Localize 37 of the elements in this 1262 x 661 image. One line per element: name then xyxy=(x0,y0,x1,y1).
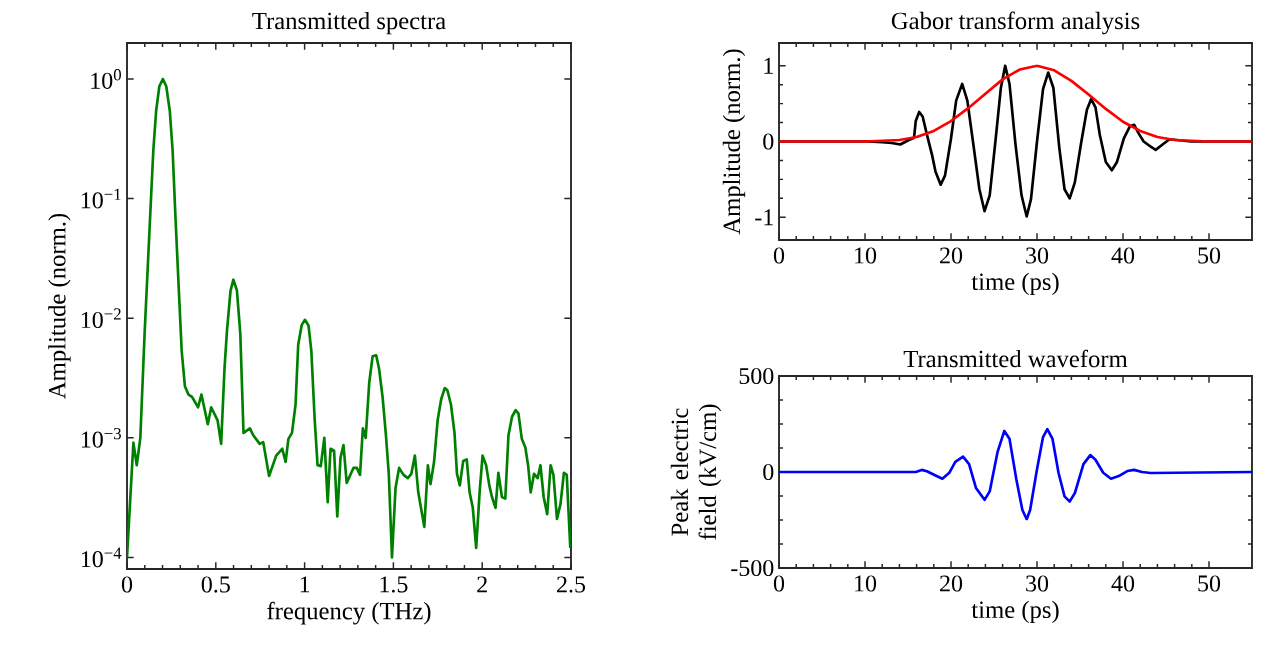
y-tick-label: 0 xyxy=(763,133,774,150)
y-tick-label: 0 xyxy=(763,463,774,481)
x-tick-label: 30 xyxy=(1026,247,1049,264)
x-tick-label: 10 xyxy=(855,575,877,592)
x-tick-label: 0.5 xyxy=(201,576,230,593)
x-tick-label: 20 xyxy=(940,575,963,592)
x-axis-title: frequency (THz) xyxy=(267,601,431,625)
chart-title: Transmitted spectra xyxy=(252,11,446,35)
x-tick-label: 50 xyxy=(1198,575,1221,592)
x-tick-label: 50 xyxy=(1198,247,1221,264)
y-tick-label: 10$^{−2}$ xyxy=(81,308,121,329)
x-tick-label: 1 xyxy=(300,576,310,593)
x-axis-title: time (ps) xyxy=(971,600,1059,624)
x-tick-label: 20 xyxy=(940,247,963,264)
y-tick-label: 500 xyxy=(739,367,774,385)
x-axis-title: time (ps) xyxy=(971,272,1059,296)
x-tick-label: 40 xyxy=(1111,247,1135,264)
y-tick-label: 1 xyxy=(764,57,773,74)
x-tick-label: 30 xyxy=(1026,575,1049,592)
x-tick-label: 40 xyxy=(1111,575,1135,592)
chart-title: Gabor transform analysis xyxy=(891,11,1140,35)
y-tick-label: 10$^{−3}$ xyxy=(81,427,121,448)
y-axis-title: Amplitude (norm.) xyxy=(48,213,71,399)
x-tick-label: 2 xyxy=(477,576,487,593)
y-tick-label: 10$^{−1}$ xyxy=(81,188,121,209)
y-tick-label: 10$^{−4}$ xyxy=(81,547,122,568)
y-tick-label: -500 xyxy=(731,559,774,577)
y-axis-title: Peak electric field (kV/cm) xyxy=(670,404,722,540)
chart-title: Transmitted waveform xyxy=(903,349,1128,368)
y-tick-label: 10$^{0}$ xyxy=(91,69,121,89)
x-tick-label: 10 xyxy=(855,247,877,264)
x-tick-label: 0 xyxy=(121,576,133,593)
x-tick-label: 1.5 xyxy=(380,576,408,593)
y-tick-label: -1 xyxy=(755,209,773,226)
y-axis-title: Amplitude (norm.) xyxy=(722,49,746,235)
x-tick-label: 2.5 xyxy=(557,576,586,593)
line-series xyxy=(779,427,1253,521)
